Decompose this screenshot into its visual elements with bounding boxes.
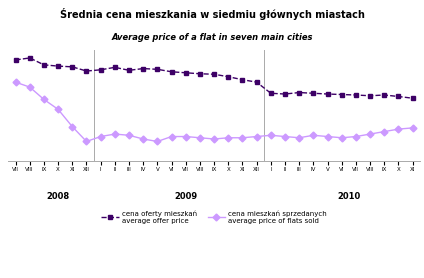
cena mieszkań sprzedanych
average price of flats sold	[240, 136, 245, 140]
cena oferty mieszkań
average offer price	[169, 70, 174, 73]
cena oferty mieszkań
average offer price	[410, 96, 415, 100]
cena oferty mieszkań
average offer price	[126, 69, 131, 72]
cena mieszkań sprzedanych
average price of flats sold	[27, 85, 32, 89]
cena mieszkań sprzedanych
average price of flats sold	[311, 134, 316, 137]
cena mieszkań sprzedanych
average price of flats sold	[198, 136, 203, 140]
cena oferty mieszkań
average offer price	[141, 67, 146, 70]
cena mieszkań sprzedanych
average price of flats sold	[339, 136, 344, 140]
cena oferty mieszkań
average offer price	[339, 93, 344, 96]
cena mieszkań sprzedanych
average price of flats sold	[226, 136, 231, 140]
cena oferty mieszkań
average offer price	[112, 66, 117, 69]
cena oferty mieszkań
average offer price	[98, 68, 103, 71]
Text: 2009: 2009	[174, 192, 197, 201]
cena mieszkań sprzedanych
average price of flats sold	[13, 81, 18, 84]
cena oferty mieszkań
average offer price	[396, 95, 401, 98]
cena mieszkań sprzedanych
average price of flats sold	[368, 132, 373, 136]
cena oferty mieszkań
average offer price	[254, 81, 259, 84]
cena oferty mieszkań
average offer price	[84, 70, 89, 73]
cena oferty mieszkań
average offer price	[42, 63, 47, 66]
cena mieszkań sprzedanych
average price of flats sold	[212, 137, 217, 141]
Line: cena mieszkań sprzedanych
average price of flats sold: cena mieszkań sprzedanych average price …	[13, 80, 415, 144]
Text: 2010: 2010	[337, 192, 360, 201]
cena oferty mieszkań
average offer price	[268, 92, 273, 95]
Legend: cena oferty mieszkań
average offer price, cena mieszkań sprzedanych
average pric: cena oferty mieszkań average offer price…	[98, 208, 330, 227]
cena mieszkań sprzedanych
average price of flats sold	[126, 134, 131, 137]
cena oferty mieszkań
average offer price	[13, 58, 18, 62]
cena oferty mieszkań
average offer price	[27, 56, 32, 59]
cena mieszkań sprzedanych
average price of flats sold	[268, 134, 273, 137]
cena oferty mieszkań
average offer price	[198, 72, 203, 75]
cena mieszkań sprzedanych
average price of flats sold	[382, 130, 387, 133]
cena mieszkań sprzedanych
average price of flats sold	[169, 135, 174, 138]
Text: Average price of a flat in seven main cities: Average price of a flat in seven main ci…	[111, 33, 313, 42]
cena mieszkań sprzedanych
average price of flats sold	[98, 135, 103, 138]
cena oferty mieszkań
average offer price	[353, 93, 358, 97]
cena mieszkań sprzedanych
average price of flats sold	[42, 98, 47, 101]
cena mieszkań sprzedanych
average price of flats sold	[70, 125, 75, 128]
cena oferty mieszkań
average offer price	[183, 71, 188, 75]
cena oferty mieszkań
average offer price	[382, 93, 387, 97]
cena oferty mieszkań
average offer price	[56, 64, 61, 68]
cena mieszkań sprzedanych
average price of flats sold	[325, 135, 330, 138]
cena oferty mieszkań
average offer price	[155, 68, 160, 71]
cena oferty mieszkań
average offer price	[212, 73, 217, 76]
cena mieszkań sprzedanych
average price of flats sold	[282, 135, 287, 138]
cena oferty mieszkań
average offer price	[368, 94, 373, 97]
cena mieszkań sprzedanych
average price of flats sold	[396, 127, 401, 131]
cena oferty mieszkań
average offer price	[297, 91, 302, 94]
cena mieszkań sprzedanych
average price of flats sold	[56, 108, 61, 111]
cena mieszkań sprzedanych
average price of flats sold	[297, 136, 302, 140]
cena mieszkań sprzedanych
average price of flats sold	[254, 135, 259, 138]
cena mieszkań sprzedanych
average price of flats sold	[112, 132, 117, 136]
cena mieszkań sprzedanych
average price of flats sold	[155, 140, 160, 143]
cena oferty mieszkań
average offer price	[240, 78, 245, 81]
cena mieszkań sprzedanych
average price of flats sold	[410, 126, 415, 130]
cena oferty mieszkań
average offer price	[70, 65, 75, 68]
Text: Średnia cena mieszkania w siedmiu głównych miastach: Średnia cena mieszkania w siedmiu główny…	[59, 8, 365, 20]
cena mieszkań sprzedanych
average price of flats sold	[183, 135, 188, 138]
cena mieszkań sprzedanych
average price of flats sold	[84, 140, 89, 143]
Text: 2008: 2008	[47, 192, 70, 201]
Line: cena oferty mieszkań
average offer price: cena oferty mieszkań average offer price	[13, 56, 415, 101]
cena oferty mieszkań
average offer price	[325, 92, 330, 96]
cena oferty mieszkań
average offer price	[282, 92, 287, 96]
cena oferty mieszkań
average offer price	[311, 92, 316, 95]
cena oferty mieszkań
average offer price	[226, 75, 231, 78]
cena mieszkań sprzedanych
average price of flats sold	[353, 135, 358, 138]
cena mieszkań sprzedanych
average price of flats sold	[141, 137, 146, 141]
